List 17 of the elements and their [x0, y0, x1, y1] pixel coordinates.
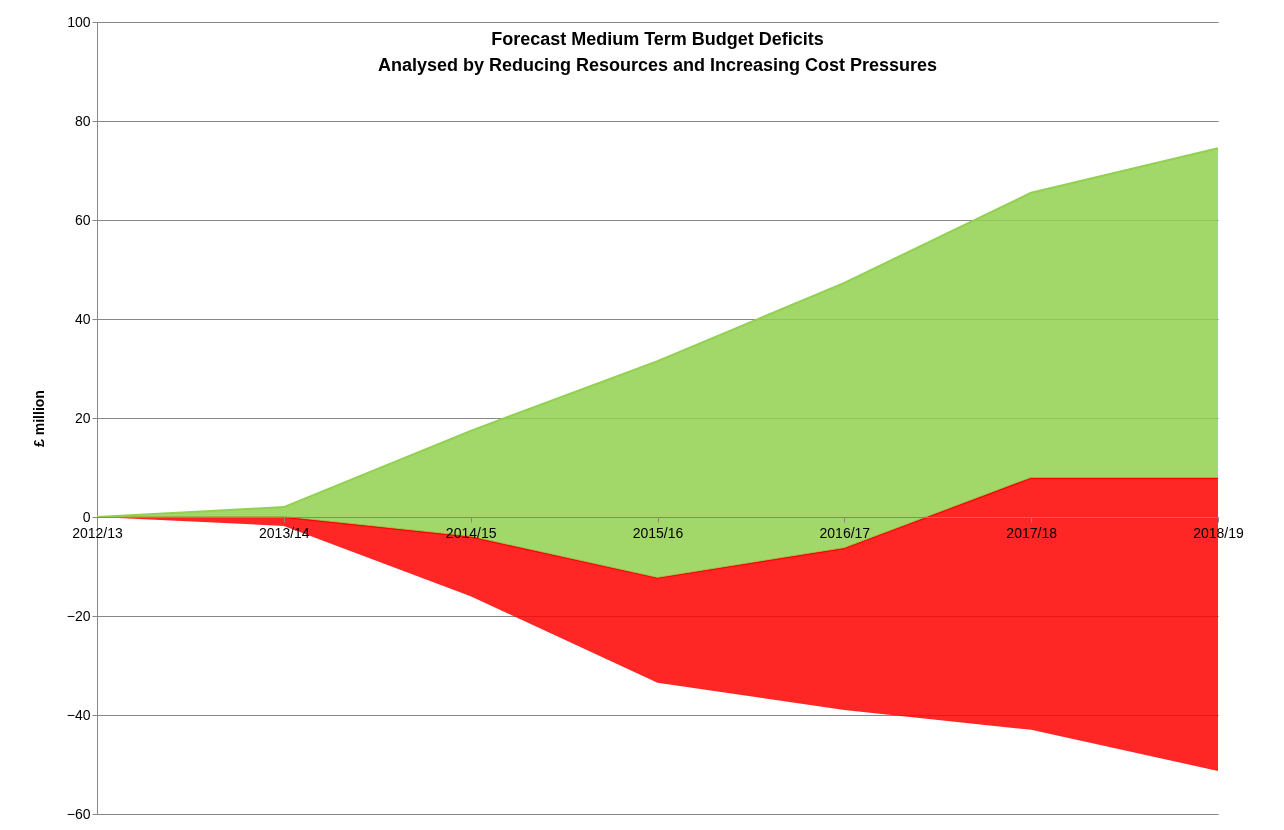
x-tick-label: 2016/17 [819, 524, 871, 541]
y-tick-label: 100 [67, 13, 91, 30]
x-tick-label: 2012/13 [72, 524, 124, 541]
y-tick-label: −40 [66, 706, 91, 723]
x-tick-label: 2017/18 [1006, 524, 1058, 541]
y-tick-label: 20 [74, 409, 91, 426]
x-tick-label: 2014/15 [445, 524, 497, 541]
y-tick-label: 0 [82, 508, 91, 525]
y-tick-label: 40 [74, 310, 91, 327]
y-axis-title: £ million [30, 390, 47, 447]
text: Forecast Medium Term Budget Deficits Analysed by Reducing Resources and Increasing Cost Pressures [377, 29, 938, 75]
y-tick-label: 60 [74, 211, 91, 228]
y-tick-label: −60 [66, 805, 91, 822]
x-tick-label: 2015/16 [632, 524, 684, 541]
y-tick-label: −20 [66, 607, 91, 624]
y-tick-label: 80 [74, 112, 91, 129]
x-tick-label: 2013/14 [259, 524, 310, 541]
